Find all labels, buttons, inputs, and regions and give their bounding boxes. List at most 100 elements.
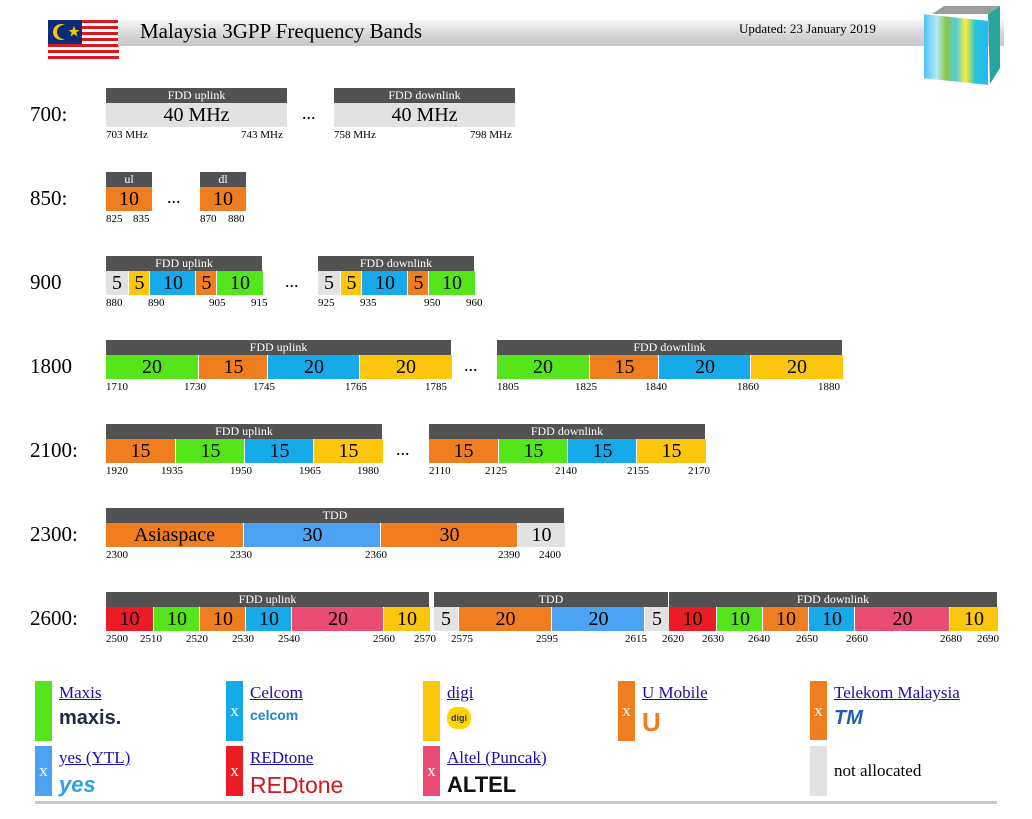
frequency-tick: 880 — [228, 213, 245, 225]
spectrum-cell: 30 — [380, 523, 518, 547]
frequency-tick: 798 MHz — [470, 129, 512, 141]
frequency-tick: 2110 — [429, 465, 451, 477]
frequency-tick: 1935 — [161, 465, 183, 477]
spectrum-cell: 15 — [198, 355, 268, 379]
spectrum-cell: 15 — [244, 439, 314, 463]
spectrum-cell: 20 — [854, 607, 950, 631]
frequency-tick: 758 MHz — [334, 129, 376, 141]
legend-link-tm[interactable]: Telekom Malaysia — [834, 683, 960, 702]
spectrum-cell: 10 — [808, 607, 855, 631]
gap-ellipsis: ... — [167, 187, 181, 207]
bottom-rule — [35, 801, 997, 804]
spectrum-cell: 5 — [195, 271, 217, 295]
legend-link-maxis[interactable]: Maxis — [59, 683, 102, 702]
altel-logo-icon: ALTEL — [447, 772, 517, 797]
legend-link-celcom[interactable]: Celcom — [250, 683, 303, 702]
spectrum-cell: 20 — [106, 355, 198, 379]
spectrum-cell: 20 — [267, 355, 360, 379]
legend-link-yes[interactable]: yes (YTL) — [59, 748, 131, 767]
block-header: FDD uplink — [106, 88, 287, 103]
frequency-tick: 2330 — [230, 549, 252, 561]
spectrum-cell: 10 — [428, 271, 475, 295]
spectrum-cube-icon — [924, 6, 1000, 85]
frequency-tick: 2520 — [186, 633, 208, 645]
frequency-tick: 2570 — [414, 633, 436, 645]
u-logo-icon: U — [642, 707, 661, 737]
yes-logo-icon: yes — [59, 772, 96, 797]
gap-ellipsis: ... — [396, 439, 410, 459]
legend-link-digi[interactable]: digi — [447, 683, 474, 702]
block-header: FDD uplink — [106, 592, 429, 607]
band-label: 2100: — [30, 438, 78, 462]
spectrum-cell: 10 — [361, 271, 408, 295]
frequency-tick: 1880 — [818, 381, 840, 393]
spectrum-cell: 15 — [498, 439, 568, 463]
legend-link-altel[interactable]: Altel (Puncak) — [447, 748, 547, 767]
frequency-tick: 890 — [148, 297, 165, 309]
spectrum-cell: 10 — [517, 523, 565, 547]
spectrum-cell: 10 — [216, 271, 263, 295]
spectrum-cell: Asiaspace — [106, 523, 243, 547]
frequency-tick: 2575 — [451, 633, 473, 645]
spectrum-cell: 10 — [669, 607, 716, 631]
frequency-tick: 925 — [318, 297, 335, 309]
frequency-tick: 915 — [251, 297, 268, 309]
frequency-tick: 2510 — [140, 633, 162, 645]
frequency-tick: 2500 — [106, 633, 128, 645]
spectrum-cell: 20 — [551, 607, 645, 631]
frequency-tick: 1765 — [345, 381, 367, 393]
spectrum-cell: 10 — [245, 607, 292, 631]
block-header: dl — [200, 172, 246, 187]
tm-logo-icon: TM — [834, 707, 863, 729]
spectrum-cell: 10 — [716, 607, 763, 631]
block-header: FDD downlink — [429, 424, 705, 439]
frequency-tick: 703 MHz — [106, 129, 148, 141]
spectrum-cell: 5 — [407, 271, 429, 295]
legend-swatch: x — [810, 681, 827, 740]
spectrum-cell: 10 — [106, 187, 152, 211]
band-label: 900 — [30, 270, 62, 294]
legend-swatch — [810, 746, 827, 796]
legend-swatch — [423, 681, 440, 741]
spectrum-cell: 30 — [243, 523, 381, 547]
frequency-tick: 870 — [200, 213, 217, 225]
spectrum-cell: 10 — [106, 607, 153, 631]
block-header: FDD downlink — [669, 592, 997, 607]
legend-link-umobile[interactable]: U Mobile — [642, 683, 708, 702]
legend-link-redtone[interactable]: REDtone — [250, 748, 314, 767]
spectrum-cell: 5 — [106, 271, 128, 295]
spectrum-cell: 10 — [149, 271, 196, 295]
block-header: FDD uplink — [106, 340, 451, 355]
frequency-tick: 2530 — [232, 633, 254, 645]
spectrum-cell: 40 MHz — [334, 103, 515, 127]
spectrum-cell: 15 — [175, 439, 245, 463]
spectrum-cell: 10 — [199, 607, 246, 631]
frequency-tick: 1965 — [299, 465, 321, 477]
spectrum-cell: 15 — [106, 439, 175, 463]
spectrum-cell: 10 — [153, 607, 200, 631]
frequency-tick: 935 — [360, 297, 377, 309]
legend-swatch: x — [423, 746, 440, 796]
frequency-tick: 880 — [106, 297, 123, 309]
frequency-tick: 1710 — [106, 381, 128, 393]
spectrum-cell: 20 — [497, 355, 589, 379]
frequency-tick: 950 — [424, 297, 441, 309]
spectrum-cell: 20 — [658, 355, 751, 379]
frequency-tick: 1805 — [497, 381, 519, 393]
legend-swatch: x — [226, 746, 243, 796]
block-header: FDD downlink — [334, 88, 515, 103]
spectrum-cell: 10 — [200, 187, 246, 211]
spectrum-cell: 15 — [636, 439, 706, 463]
frequency-tick: 2360 — [365, 549, 387, 561]
spectrum-cell: 20 — [359, 355, 452, 379]
page-title: Malaysia 3GPP Frequency Bands — [140, 19, 423, 43]
frequency-tick: 1950 — [230, 465, 252, 477]
block-header: FDD uplink — [106, 424, 382, 439]
frequency-tick: 2595 — [536, 633, 558, 645]
gap-ellipsis: ... — [464, 355, 478, 375]
frequency-tick: 1980 — [357, 465, 379, 477]
frequency-tick: 1730 — [184, 381, 206, 393]
legend-swatch — [35, 681, 52, 741]
updated-date: Updated: 23 January 2019 — [739, 21, 876, 36]
